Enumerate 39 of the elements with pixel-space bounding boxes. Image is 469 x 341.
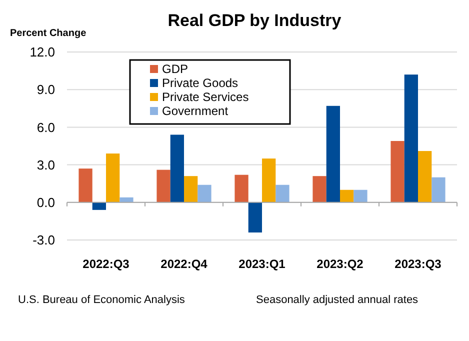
bar [340,190,354,202]
y-tick-label: 0.0 [36,194,55,210]
legend-label: Private Services [162,90,249,104]
bar [312,176,326,202]
bar [120,197,134,202]
legend-label: GDP [162,62,188,76]
bar [262,158,276,202]
bar [92,202,106,210]
legend-label: Government [162,104,229,118]
bar [432,177,446,202]
bar [234,174,248,202]
bar [170,134,184,202]
bar [78,168,92,202]
text: Seasonally adjusted annual rates [256,294,419,306]
bar [198,184,212,202]
bar [404,74,418,202]
y-tick-label: 3.0 [36,157,55,172]
y-axis-title: Percent Change [10,28,87,39]
chart-title: Real GDP by Industry [168,11,342,30]
bar [184,176,198,202]
x-tick-label: 2023:Q3 [394,257,442,271]
legend-label: Private Goods [162,76,238,90]
bar [248,202,262,232]
y-tick-label: 6.0 [36,120,55,135]
y-tick-label: -3.0 [32,232,55,248]
x-tick-label: 2022:Q4 [160,257,208,271]
bar [156,170,170,202]
x-tick-label: 2023:Q2 [316,257,364,271]
x-tick-label: 2023:Q1 [238,257,286,271]
y-tick-label: 12.0 [30,44,55,60]
bar [326,106,340,202]
text: U.S. Bureau of Economic Analysis [18,294,186,306]
y-tick-label: 9.0 [36,82,55,98]
bar [418,151,432,202]
bar [354,190,368,202]
bar [106,154,120,202]
bar [276,184,290,202]
bar [390,140,404,202]
x-tick-label: 2022:Q3 [82,257,130,271]
